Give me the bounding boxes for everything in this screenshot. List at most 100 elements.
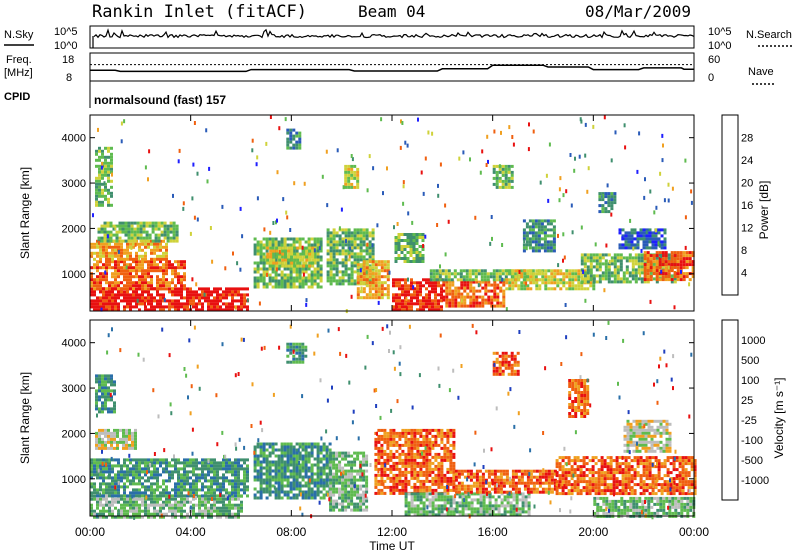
power-cell [640,277,644,281]
power-cell [332,276,336,280]
power-cell [616,268,620,272]
power-echo [632,246,635,251]
velocity-cell [280,490,284,494]
velocity-cell [108,512,111,516]
velocity-cell [105,482,108,486]
power-cell [362,231,366,235]
power-echo [667,265,670,270]
power-cell [394,239,398,242]
velocity-cell [243,491,246,495]
velocity-cell [117,464,120,468]
power-cell [571,278,575,282]
power-cell [534,222,538,226]
power-cell [129,263,132,267]
power-echo [284,117,287,122]
power-cell [124,221,128,225]
power-cell [356,270,360,274]
power-cell [341,249,345,253]
velocity-cell [162,512,165,516]
power-cell [132,245,135,249]
velocity-cell [117,476,120,480]
power-cell [529,275,533,279]
power-cell [493,280,497,284]
power-echo [603,115,606,120]
power-cell [395,299,398,303]
velocity-cell [144,473,147,477]
power-cell [475,289,479,293]
velocity-cell [141,494,144,498]
velocity-cell [123,488,126,492]
power-cell [377,281,381,285]
velocity-cell [110,437,113,441]
velocity-cell [123,494,126,498]
velocity-cell [222,488,225,492]
power-cell [691,275,695,279]
power-cell [156,287,159,291]
power-cell [451,289,455,293]
power-cell [541,278,545,282]
velocity-cell [301,466,305,470]
velocity-cell [153,491,156,495]
velocity-cell [153,512,156,516]
velocity-cell [183,497,186,501]
power-cell [201,308,204,312]
power-cell [141,272,144,276]
velocity-cell [192,512,195,516]
velocity-cell [101,443,104,447]
velocity-cell [338,493,342,497]
power-cell [398,299,401,303]
power-cell [356,231,360,235]
power-echo [134,242,137,247]
velocity-cell [335,505,339,509]
power-cell [287,249,291,253]
velocity-cell [274,475,278,479]
power-cell [189,290,192,294]
power-cell [269,252,273,256]
date-title: 08/Mar/2009 [585,2,691,21]
velocity-cell [99,470,102,474]
power-cell [104,188,107,192]
power-cell [682,272,686,276]
power-cell [652,277,656,281]
power-cell [108,245,111,249]
power-cell [344,170,348,174]
power-cell [112,224,116,228]
velocity-cell [153,470,156,474]
power-cell [114,269,117,273]
power-echo [293,181,296,186]
power-cell [307,267,311,271]
power-cell [290,261,294,265]
power-cell [102,278,105,282]
power-cell [107,173,110,177]
velocity-cell [231,506,234,510]
power-cell [374,263,378,267]
power-cell [398,296,401,300]
power-cell [289,279,293,283]
power-cell [175,239,179,243]
velocity-cell [126,473,129,477]
velocity-cell [183,476,186,480]
power-cell [107,146,110,150]
power-cell [231,302,234,306]
power-cell [624,246,628,250]
power-cell [287,246,291,250]
power-cell [135,272,138,276]
power-cell [531,231,535,235]
power-cell [601,192,605,196]
velocity-cell [201,515,204,519]
power-cell [326,270,330,274]
velocity-cell [123,458,126,462]
power-cell [450,272,454,276]
power-cell [271,237,275,241]
power-cell [175,233,179,237]
power-cell [495,272,499,276]
velocity-cell [319,472,323,476]
velocity-cell [362,457,366,461]
power-cell [93,284,96,288]
power-cell [445,304,449,308]
velocity-cell [286,481,290,485]
power-cell [432,269,436,273]
power-cell [624,243,628,247]
power-cell [550,281,554,285]
power-cell [126,242,129,246]
